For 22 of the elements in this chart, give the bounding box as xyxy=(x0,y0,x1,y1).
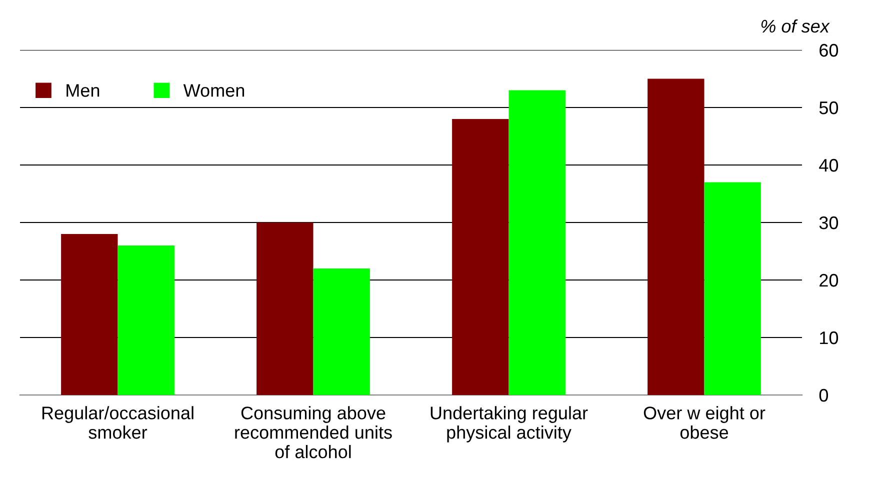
y-tick-label: 20 xyxy=(820,274,838,287)
y-tick-label: 0 xyxy=(819,388,828,402)
bar xyxy=(313,268,370,395)
y-tick-label: 50 xyxy=(819,101,838,114)
bar xyxy=(704,182,761,395)
bar xyxy=(452,119,509,395)
x-tick-label: Undertaking regular physical activity xyxy=(430,406,588,442)
x-tick-label: Consuming above recommended units of alcohol xyxy=(235,406,392,458)
x-tick-label: Over w eight or obese xyxy=(644,406,766,439)
y-tick-label: 10 xyxy=(820,331,838,344)
x-tick-label: Regular/occasional smoker xyxy=(42,406,194,439)
bar xyxy=(61,234,118,395)
y-tick-label: 30 xyxy=(819,216,838,230)
bar xyxy=(508,90,566,395)
bar xyxy=(648,78,704,395)
y-tick-label: 40 xyxy=(819,158,838,172)
legend-label: Women xyxy=(183,84,244,97)
y-tick-label: 60 xyxy=(820,44,838,57)
bar xyxy=(118,246,174,395)
legend-label: Men xyxy=(66,84,100,97)
y-axis-title: % of sex xyxy=(761,19,830,33)
bar xyxy=(256,222,314,395)
